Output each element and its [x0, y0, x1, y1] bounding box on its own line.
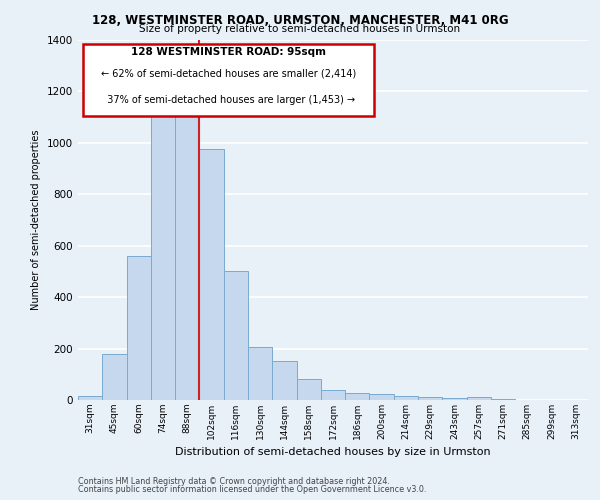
Bar — [248, 348, 272, 400]
Bar — [491, 398, 515, 400]
Bar — [296, 380, 321, 400]
Bar — [345, 393, 370, 400]
Text: 128 WESTMINSTER ROAD: 95sqm: 128 WESTMINSTER ROAD: 95sqm — [131, 47, 326, 57]
Text: 128, WESTMINSTER ROAD, URMSTON, MANCHESTER, M41 0RG: 128, WESTMINSTER ROAD, URMSTON, MANCHEST… — [92, 14, 508, 27]
Bar — [442, 398, 467, 400]
Text: Contains HM Land Registry data © Crown copyright and database right 2024.: Contains HM Land Registry data © Crown c… — [78, 477, 390, 486]
FancyBboxPatch shape — [83, 44, 374, 116]
Bar — [272, 362, 296, 400]
Bar — [321, 390, 345, 400]
Text: Contains public sector information licensed under the Open Government Licence v3: Contains public sector information licen… — [78, 484, 427, 494]
Bar — [151, 104, 175, 400]
Bar — [199, 150, 224, 400]
Bar — [467, 398, 491, 400]
Bar — [370, 394, 394, 400]
Bar — [102, 354, 127, 400]
Text: ← 62% of semi-detached houses are smaller (2,414): ← 62% of semi-detached houses are smalle… — [101, 69, 356, 79]
Bar — [175, 104, 199, 400]
Y-axis label: Number of semi-detached properties: Number of semi-detached properties — [31, 130, 41, 310]
Bar — [394, 396, 418, 400]
X-axis label: Distribution of semi-detached houses by size in Urmston: Distribution of semi-detached houses by … — [175, 448, 491, 458]
Bar — [418, 398, 442, 400]
Bar — [127, 256, 151, 400]
Bar — [78, 396, 102, 400]
Text: Size of property relative to semi-detached houses in Urmston: Size of property relative to semi-detach… — [139, 24, 461, 34]
Bar — [224, 272, 248, 400]
Text: 37% of semi-detached houses are larger (1,453) →: 37% of semi-detached houses are larger (… — [101, 95, 356, 105]
